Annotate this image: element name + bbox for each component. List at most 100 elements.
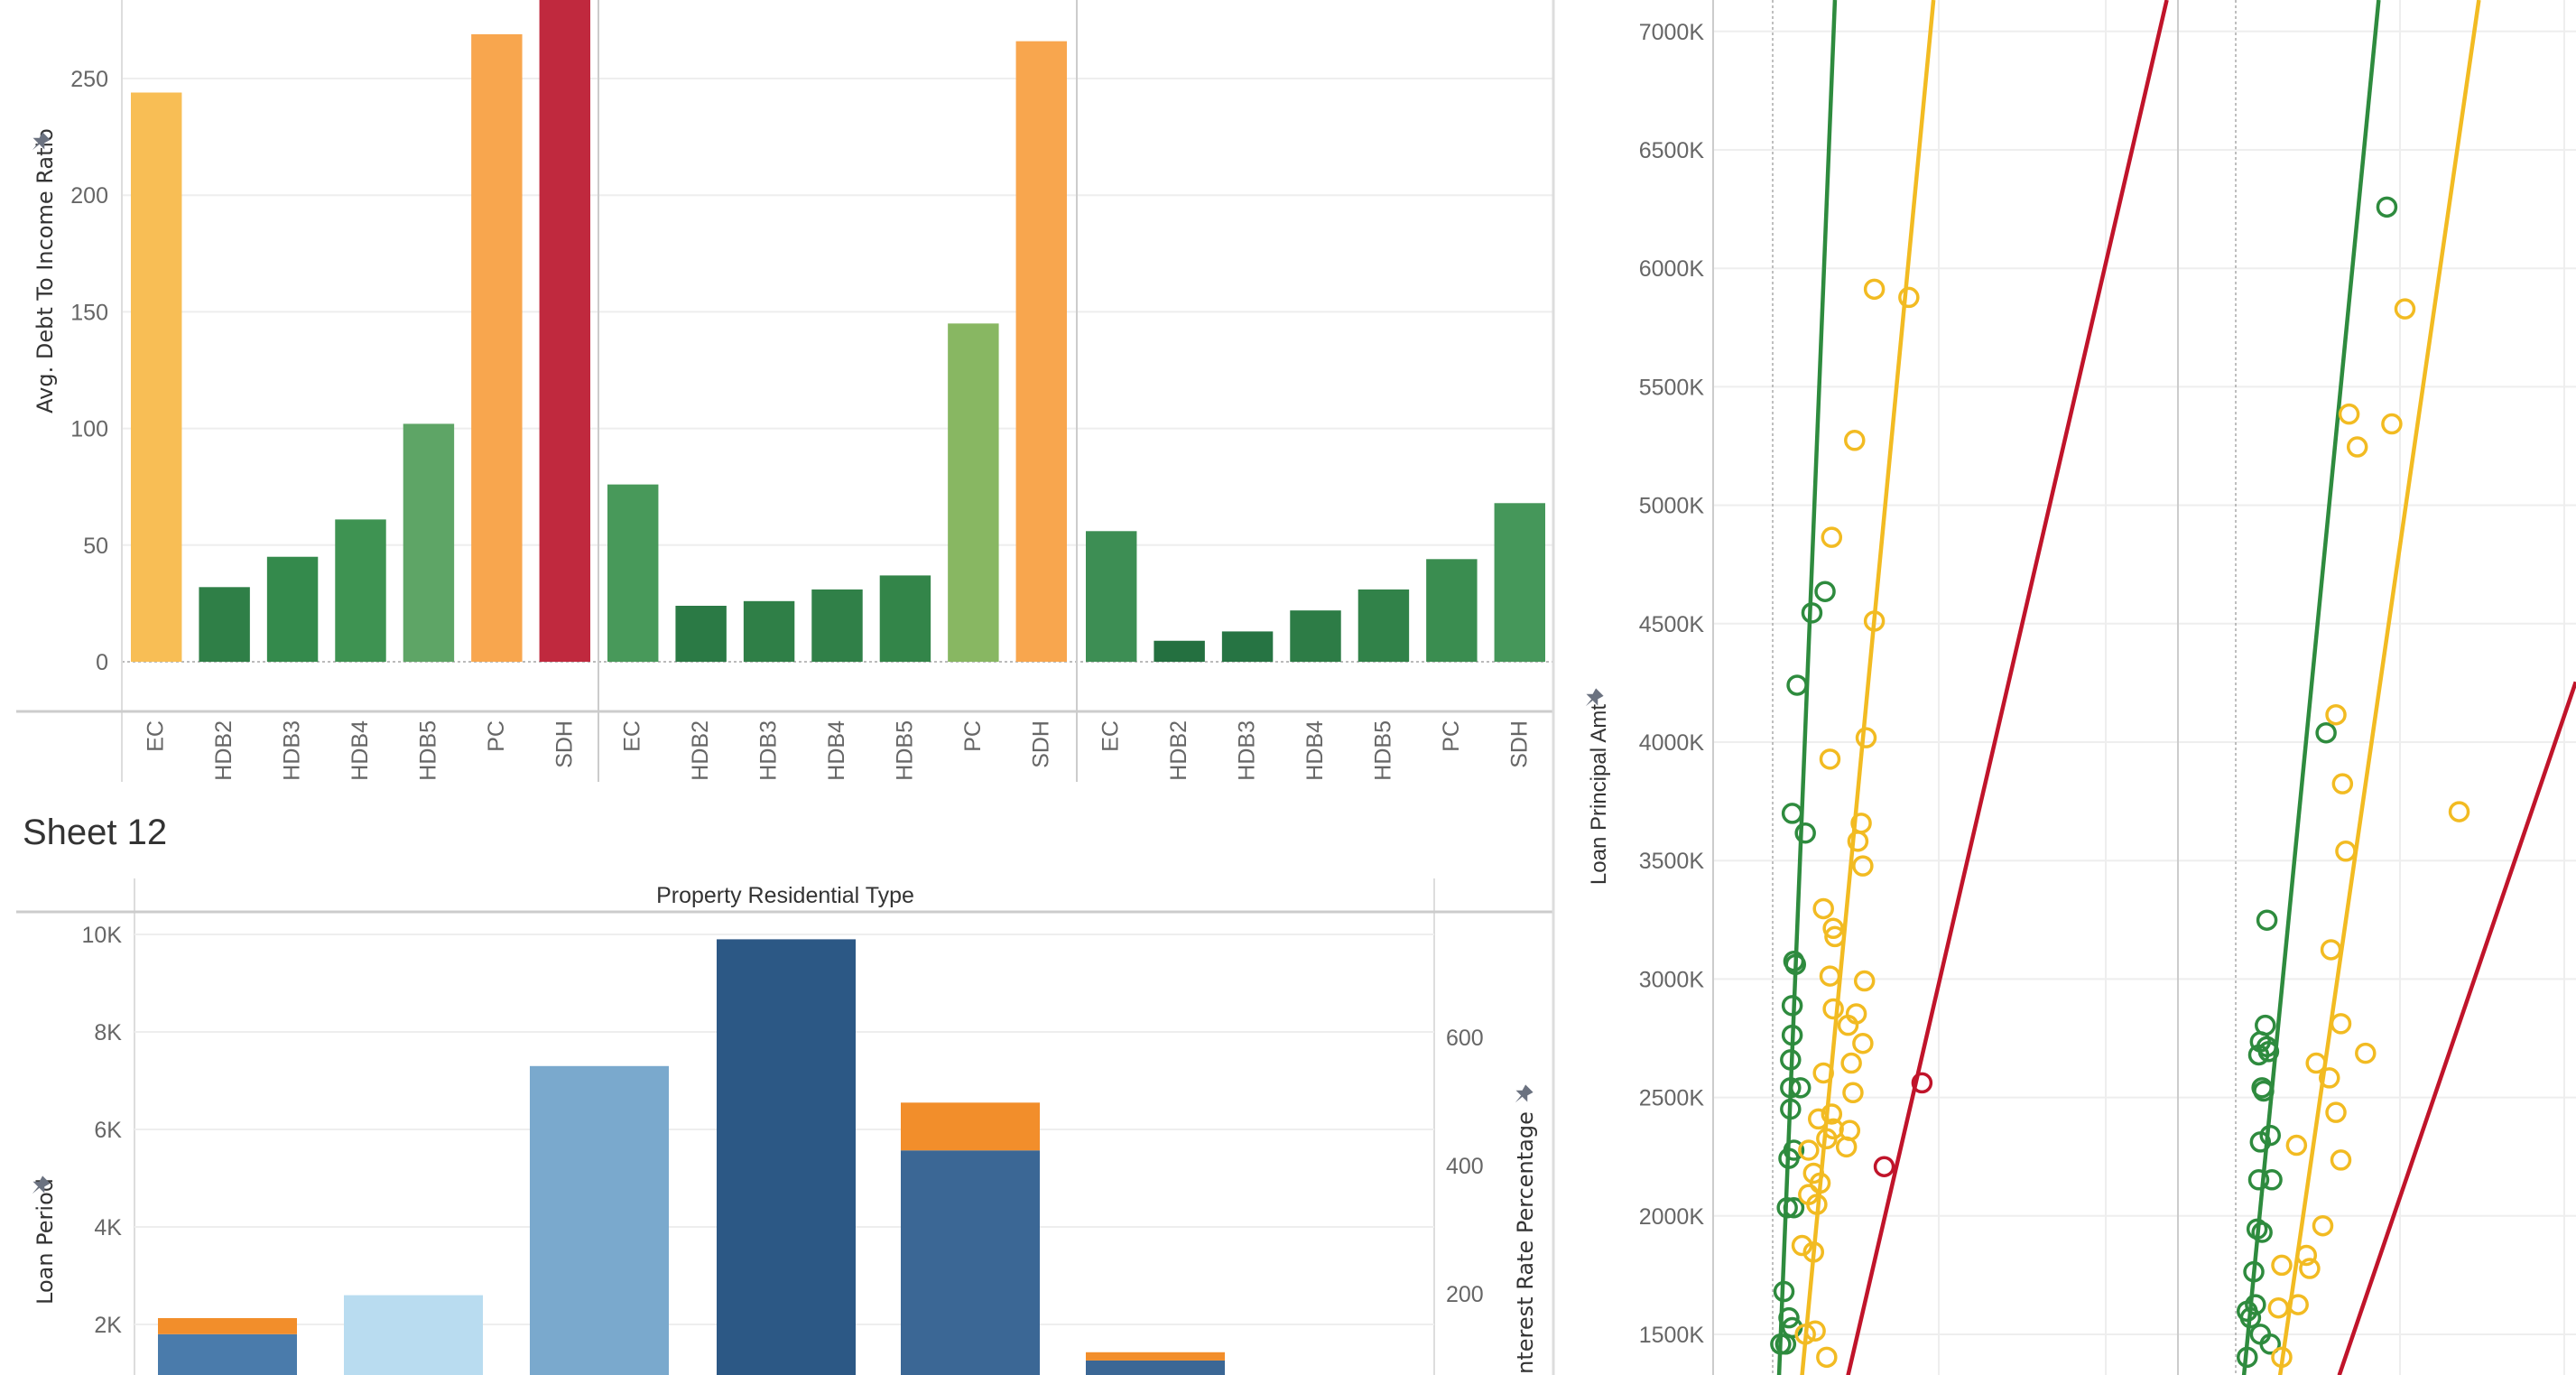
bar-hdb4 (811, 589, 863, 662)
scatter-point-yellow (1822, 998, 1844, 1020)
scatter-point-yellow (1807, 1108, 1830, 1130)
x-tick-label: HDB2 (1166, 720, 1191, 781)
scatter-point-green (1780, 1049, 1802, 1071)
scatter-point-yellow (1794, 1324, 1816, 1345)
y-tick-label: 3000K (1639, 967, 1705, 992)
scatter-point-green (1773, 1280, 1795, 1303)
scatter-point-yellow (2319, 1067, 2340, 1089)
x-tick-label: HDB4 (1302, 720, 1328, 781)
scatter-point-green (1774, 1333, 1797, 1355)
y2-tick-label: 200 (1446, 1282, 1484, 1307)
scatter-point-red (1873, 1156, 1895, 1177)
scatter-point-yellow (2330, 1013, 2352, 1035)
scatter-point-green (1783, 1196, 1805, 1219)
scatter-point-yellow (1852, 855, 1874, 877)
scatter-point-yellow (2299, 1258, 2321, 1279)
x-tick-label: EC (1098, 720, 1124, 752)
y-tick-label: 100 (70, 417, 108, 442)
bar-hdb2 (675, 605, 727, 662)
scatter-point-yellow (1791, 1234, 1813, 1257)
scatter-point-yellow (1837, 1014, 1859, 1036)
scatter-point-yellow (2325, 1101, 2347, 1123)
bar-hdb5 (879, 575, 931, 662)
pin-icon[interactable] (1580, 686, 1605, 711)
scatter-point-yellow (1816, 1346, 1838, 1369)
scatter-point-yellow (2295, 1244, 2318, 1267)
scatter-point-yellow (2330, 1149, 2352, 1171)
bar-segment (344, 1295, 483, 1375)
scatter-point-yellow (1844, 430, 1866, 451)
scatter-point-yellow (1821, 526, 1843, 548)
y-axis-title: Loan Period (32, 1178, 58, 1305)
y-tick-label: 200 (70, 183, 108, 209)
y-tick-label: 4K (94, 1215, 122, 1240)
y-tick-label: 50 (83, 534, 108, 559)
bar-segment-orange (901, 1102, 1040, 1151)
scatter-point-yellow (1802, 1241, 1825, 1263)
y-axis-title: Loan Principal Amt (1587, 704, 1611, 885)
y-tick-label: 4000K (1639, 730, 1705, 756)
scatter-point-green (1801, 602, 1823, 624)
scatter-point-green (2246, 1218, 2268, 1240)
scatter-point-yellow (2346, 436, 2368, 458)
x-tick-label: HDB2 (211, 720, 236, 781)
scatter-point-yellow (2271, 1254, 2293, 1277)
scatter-point-green (2261, 1169, 2283, 1191)
scatter-point-yellow (1863, 278, 1886, 301)
scatter-point-yellow (1812, 1062, 1834, 1084)
bar-hdb5 (1357, 589, 1410, 662)
x-tick-label: PC (960, 720, 986, 752)
y-tick-label: 7000K (1639, 20, 1705, 45)
scatter-point-yellow (2335, 841, 2357, 862)
sheet-title: Sheet 12 (23, 813, 167, 852)
scatter-point-yellow (1822, 917, 1844, 940)
scatter-point-yellow (2267, 1296, 2290, 1319)
scatter-point-yellow (2325, 703, 2347, 726)
scatter-point-yellow (2287, 1294, 2309, 1315)
pin-icon[interactable] (26, 1174, 51, 1199)
pin-shape (1515, 1084, 1534, 1103)
y-axis-title: Avg. Debt To Income Ratio (32, 128, 58, 413)
scatter-point-yellow (2381, 413, 2403, 435)
scatter-point-green (1781, 803, 1803, 824)
y-tick-label: 6000K (1639, 256, 1705, 282)
scatter-point-green (1814, 581, 1836, 602)
x-tick-label: HDB3 (1235, 720, 1260, 781)
pin-icon[interactable] (1509, 1082, 1534, 1108)
bar-sdh (539, 0, 590, 662)
pin-icon[interactable] (26, 130, 51, 155)
bar-hdb4 (1290, 610, 1341, 662)
bar-segment (158, 1333, 297, 1375)
x-tick-label: HDB5 (1370, 720, 1395, 781)
scatter-point-yellow (1852, 1032, 1874, 1054)
y-tick-label: 0 (96, 650, 108, 675)
bar-hdb3 (743, 600, 795, 662)
bar-pc (471, 33, 523, 663)
bar-pc (948, 323, 999, 662)
bar-hdb3 (1221, 631, 1274, 662)
x-tick-label: HDB4 (824, 720, 849, 781)
scatter-point-green (2237, 1346, 2258, 1369)
trend-line-red (2337, 681, 2576, 1375)
scatter-point-yellow (1821, 1103, 1843, 1125)
scatter-point-yellow (2312, 1214, 2334, 1237)
scatter-point-yellow (1824, 925, 1846, 948)
y-tick-label: 5000K (1639, 494, 1705, 519)
pin-shape (1585, 688, 1604, 707)
scatter-point-green (2243, 1260, 2265, 1283)
x-tick-label: PC (484, 720, 509, 752)
x-tick-label: HDB5 (892, 720, 917, 781)
x-tick-label: PC (1439, 720, 1464, 752)
scatter-point-yellow (2394, 298, 2416, 320)
scatter-point-yellow (1798, 1139, 1820, 1161)
bar-ec (607, 484, 659, 662)
scatter-point-green (2247, 1169, 2270, 1191)
scatter-point-green (1778, 1147, 1800, 1169)
scatter-point-green (1780, 1098, 1802, 1120)
scatter-point-yellow (1863, 610, 1886, 632)
bar-segment (530, 1065, 669, 1375)
scatter-point-green (1781, 1024, 1803, 1046)
scatter-point-green (2253, 1080, 2275, 1102)
scatter-point-yellow (2320, 939, 2342, 961)
bar-hdb4 (335, 519, 386, 662)
